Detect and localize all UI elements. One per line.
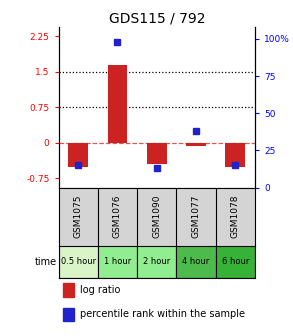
Bar (98, 246, 137, 278)
Bar (59, 246, 98, 278)
Bar (186, 143, 206, 145)
Bar (108, 65, 127, 143)
Text: 2 hour: 2 hour (143, 257, 171, 266)
Bar (68, 143, 88, 167)
Bar (62, 284, 74, 297)
Text: GSM1078: GSM1078 (231, 195, 240, 238)
Bar (176, 246, 216, 278)
Text: GSM1077: GSM1077 (192, 195, 200, 238)
Text: log ratio: log ratio (80, 285, 120, 295)
Text: 6 hour: 6 hour (222, 257, 249, 266)
Text: GSM1075: GSM1075 (74, 195, 83, 238)
Text: GSM1076: GSM1076 (113, 195, 122, 238)
Text: percentile rank within the sample: percentile rank within the sample (80, 309, 245, 319)
Bar (226, 143, 245, 167)
Text: 4 hour: 4 hour (182, 257, 210, 266)
Text: 0.5 hour: 0.5 hour (61, 257, 96, 266)
Bar (137, 246, 176, 278)
Bar (62, 307, 74, 321)
Text: 1 hour: 1 hour (104, 257, 131, 266)
Text: time: time (35, 257, 57, 266)
Title: GDS115 / 792: GDS115 / 792 (108, 12, 205, 26)
Bar (147, 143, 166, 164)
Bar (216, 246, 255, 278)
Text: GSM1090: GSM1090 (152, 195, 161, 238)
